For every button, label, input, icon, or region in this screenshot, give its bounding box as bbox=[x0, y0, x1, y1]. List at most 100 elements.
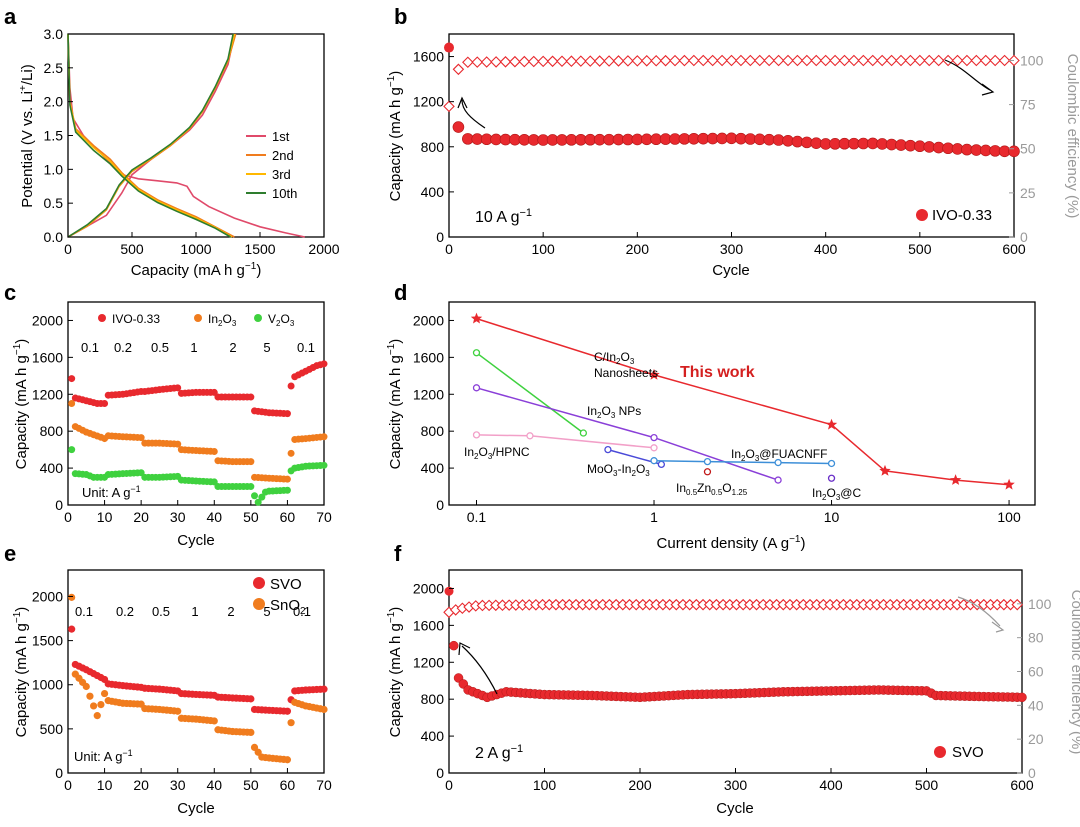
c-y-tick-label: 400 bbox=[40, 460, 64, 476]
efficiency-point bbox=[735, 54, 747, 67]
legend-label-1st: 1st bbox=[272, 129, 290, 144]
efficiency-point bbox=[490, 56, 502, 68]
efficiency-point bbox=[659, 54, 672, 67]
legend-label-c-in2o3: In2O3 bbox=[208, 312, 237, 328]
efficiency-point bbox=[810, 54, 823, 67]
efficiency-point bbox=[866, 54, 879, 67]
arrow-efficiency-f bbox=[957, 596, 1001, 627]
a-y-tick-label: 1.5 bbox=[44, 128, 64, 144]
rate-point-SnO₂ bbox=[210, 717, 218, 725]
d-x-tick-label: 10 bbox=[824, 509, 840, 525]
plot-frame-c bbox=[67, 301, 325, 506]
b-y-tick-label: 800 bbox=[421, 139, 445, 155]
efficiency-point bbox=[791, 54, 804, 67]
f-y-tick-label: 1600 bbox=[413, 617, 444, 633]
c-y-tick-label: 0 bbox=[55, 497, 63, 513]
rate-label-c: 0.2 bbox=[114, 340, 132, 355]
f-x-tick-label: 200 bbox=[628, 777, 652, 793]
rate-point-V₂O₃ bbox=[254, 498, 262, 506]
x-axis-label-d: Current density (A g−1) bbox=[657, 534, 806, 552]
rate-label-c: 5 bbox=[263, 340, 270, 355]
arrowhead-efficiency-b bbox=[981, 83, 995, 96]
efficiency-point bbox=[443, 100, 455, 113]
comparison-point-4 bbox=[604, 445, 612, 454]
legend-label-f: SVO bbox=[952, 744, 984, 761]
panel-label-c: c bbox=[4, 280, 16, 305]
f-y2-tick-label: 40 bbox=[1028, 697, 1044, 713]
in-zn-o-label: In0.5Zn0.5O1.25 bbox=[676, 481, 748, 497]
plot-frame-d bbox=[448, 301, 1036, 506]
rate-point-SnO₂ bbox=[100, 689, 109, 698]
panel-a: a 0 500 1000 1500 20000.00.51.01.52.02.53.0 … bbox=[4, 4, 340, 279]
rate-point-SnO₂ bbox=[68, 593, 76, 601]
rate-annotation-b: 10 A g−1 bbox=[475, 207, 532, 226]
f-y-tick-label: 0 bbox=[436, 765, 444, 781]
rate-label-e: 1 bbox=[191, 604, 198, 619]
f-x-tick-label: 100 bbox=[533, 777, 557, 793]
capacity-point bbox=[444, 586, 454, 596]
f-x-tick-label: 0 bbox=[445, 777, 453, 793]
comparison-point-5 bbox=[703, 457, 712, 466]
efficiency-point bbox=[565, 55, 578, 67]
rate-point-IVO-0.33 bbox=[287, 382, 295, 390]
b-y2-tick-label: 75 bbox=[1020, 97, 1036, 113]
efficiency-point bbox=[706, 54, 719, 67]
rate-point-In₂O₃ bbox=[287, 449, 295, 457]
efficiency-point bbox=[961, 54, 973, 67]
b-y-tick-label: 400 bbox=[421, 184, 445, 200]
comparison-point-6 bbox=[703, 468, 712, 476]
e-x-tick-label: 0 bbox=[64, 777, 72, 793]
rate-point-IVO-0.33 bbox=[174, 384, 182, 392]
arrow-capacity-b bbox=[461, 99, 486, 129]
efficiency-point bbox=[499, 56, 512, 68]
a-y-tick-label: 0.5 bbox=[44, 195, 64, 211]
efficiency-point bbox=[575, 55, 587, 67]
rate-point-SnO₂ bbox=[86, 692, 94, 700]
comparison-line-0 bbox=[476, 317, 1010, 486]
capacity-point bbox=[444, 42, 454, 53]
a-x-tick-label: 1000 bbox=[180, 241, 211, 257]
efficiency-point bbox=[537, 55, 549, 68]
efficiency-point bbox=[462, 56, 474, 69]
b-y-tick-label: 1600 bbox=[413, 49, 444, 65]
y-axis-label-c: Capacity (mA h g−1) bbox=[12, 339, 30, 470]
b-y-tick-label: 1200 bbox=[413, 94, 444, 110]
efficiency-point bbox=[838, 54, 851, 67]
panel-label-f: f bbox=[394, 541, 402, 566]
in2o3-fuacnff-label: In2O3@FUACNFF bbox=[731, 447, 827, 463]
rate-label-c: 1 bbox=[190, 340, 197, 355]
this-work-star bbox=[949, 474, 962, 485]
this-work-star bbox=[648, 368, 660, 380]
comparison-point-4 bbox=[657, 460, 666, 469]
efficiency-point bbox=[895, 54, 907, 67]
efficiency-point bbox=[772, 54, 785, 67]
rate-point-IVO-0.33 bbox=[247, 393, 255, 401]
efficiency-point bbox=[716, 54, 728, 67]
f-y2-tick-label: 0 bbox=[1028, 765, 1036, 781]
rate-label-e: 5 bbox=[263, 604, 270, 619]
efficiency-point bbox=[782, 54, 794, 67]
b-x-tick-label: 200 bbox=[626, 241, 650, 257]
comparison-point-2 bbox=[650, 433, 658, 442]
efficiency-point bbox=[979, 54, 992, 67]
efficiency-point bbox=[688, 54, 700, 67]
legend-label-2nd: 2nd bbox=[272, 148, 294, 163]
d-x-tick-label: 100 bbox=[997, 509, 1021, 525]
comparison-point-2 bbox=[774, 476, 782, 484]
f-x-tick-label: 300 bbox=[724, 777, 748, 793]
legend-marker-e-sno2 bbox=[253, 598, 265, 610]
y-axis-label-e: Capacity (mA h g−1) bbox=[12, 607, 30, 738]
capacity-point bbox=[1008, 145, 1020, 158]
b-x-tick-label: 0 bbox=[445, 241, 453, 257]
efficiency-point bbox=[612, 55, 625, 67]
rate-point-In₂O₃ bbox=[68, 400, 76, 407]
rate-label-c: 2 bbox=[229, 340, 236, 355]
d-x-tick-label: 1 bbox=[650, 509, 658, 525]
b-x-tick-label: 100 bbox=[531, 241, 555, 257]
c-x-tick-label: 60 bbox=[280, 509, 296, 525]
rate-label-c: 0.1 bbox=[81, 340, 99, 355]
legend-label-e-sno2: SnO2 bbox=[270, 597, 306, 617]
this-work-star bbox=[879, 464, 891, 476]
legend-a: 1st 2nd 3rd 10th bbox=[246, 129, 297, 201]
x-axis-label-b: Cycle bbox=[712, 262, 750, 279]
